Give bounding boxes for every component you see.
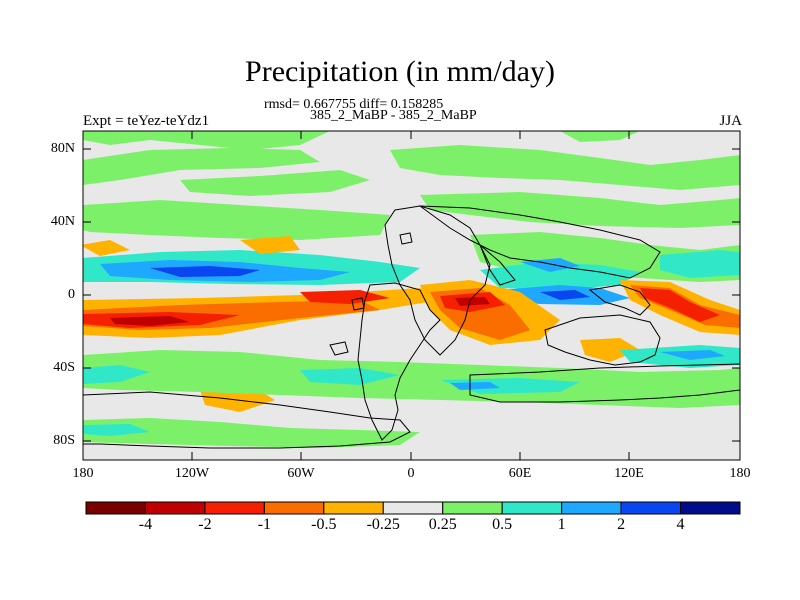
lat-ticks [83, 148, 740, 442]
lon-ticks [191, 131, 630, 460]
colorbar-swatch [680, 501, 741, 515]
colorbar [85, 501, 741, 515]
chart-title: Precipitation (in mm/day) [245, 55, 555, 88]
colorbar-swatch [442, 501, 503, 515]
lat-label-40n: 40N [50, 214, 75, 229]
colorbar-swatch [263, 501, 325, 515]
lon-label-180w: 180 [72, 466, 94, 481]
lat-label-80s: 80S [53, 433, 75, 448]
colorbar-label: -0.5 [311, 516, 337, 533]
positive-anomaly-north [83, 131, 740, 282]
positive-anomaly-south [83, 350, 740, 448]
colorbar-label: 4 [676, 516, 685, 533]
colorbar-label: 0.25 [428, 516, 457, 533]
lat-label-80n: 80N [50, 141, 75, 156]
colorbar-swatch [501, 501, 563, 515]
lon-label-180e: 180 [729, 466, 751, 481]
lon-label-0: 0 [407, 466, 415, 481]
lon-label-60w: 60W [287, 466, 315, 481]
colorbar-label: 2 [617, 516, 626, 533]
colorbar-label: 0.5 [492, 516, 513, 533]
colorbar-swatch [144, 501, 206, 515]
precip-field [83, 131, 740, 460]
colorbar-label: -2 [198, 516, 212, 533]
coastlines [83, 205, 740, 449]
very-strong-anomaly-north [150, 266, 590, 300]
colorbar-swatch [620, 501, 682, 515]
colorbar-swatch [85, 501, 146, 515]
colorbar-label: -1 [257, 516, 272, 533]
season-label: JJA [719, 113, 742, 129]
runs-line: 385_2_MaBP - 385_2_MaBP [310, 108, 477, 123]
lat-label-eq: 0 [68, 287, 75, 302]
very-strong-negative-belt [110, 297, 490, 326]
colorbar-label: -4 [138, 516, 153, 533]
colorbar-swatch [561, 501, 622, 515]
colorbar-label: -0.25 [366, 516, 400, 533]
lon-label-60e: 60E [508, 466, 532, 481]
colorbar-label: 1 [557, 516, 566, 533]
colorbar-swatch [382, 501, 444, 515]
stats-line: rmsd= 0.667755 diff= 0.158285 [264, 97, 444, 112]
experiment-label: Expt = teYez-teYdz1 [83, 113, 210, 129]
lon-label-120w: 120W [174, 466, 210, 481]
lon-label-120e: 120E [614, 466, 644, 481]
colorbar-swatch [204, 501, 265, 515]
lat-label-40s: 40S [53, 360, 75, 375]
strong-anomaly-south [450, 350, 725, 390]
colorbar-swatch [323, 501, 384, 515]
